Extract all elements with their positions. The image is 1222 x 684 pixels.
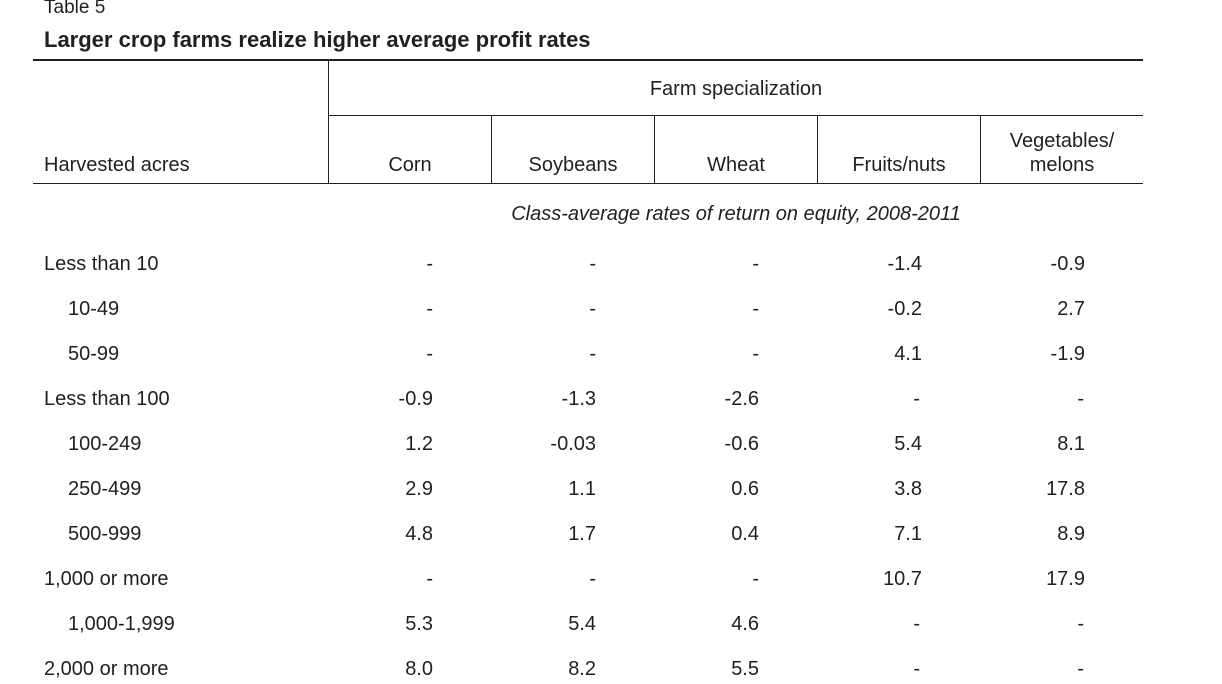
cell-soybeans: -1.3 bbox=[561, 388, 596, 410]
header-bottom-rule bbox=[33, 183, 1143, 184]
cell-soybeans: - bbox=[589, 568, 596, 590]
column-header-soybeans: Soybeans bbox=[528, 154, 618, 176]
cell-fruits-nuts: - bbox=[913, 658, 920, 680]
row-label: 1,000 or more bbox=[44, 568, 169, 590]
column-header-corn: Corn bbox=[388, 154, 432, 176]
cell-fruits-nuts: - bbox=[913, 613, 920, 635]
column-header-fruits-nuts: Fruits/nuts bbox=[852, 154, 946, 176]
spanner-header: Farm specialization bbox=[649, 78, 823, 100]
cell-wheat: - bbox=[752, 568, 759, 590]
cell-corn: 1.2 bbox=[405, 433, 433, 455]
column-divider-1 bbox=[491, 116, 492, 184]
table-row: 100-249 1.2 -0.03 -0.6 5.4 8.1 bbox=[0, 432, 1222, 456]
table-row: 500-999 4.8 1.7 0.4 7.1 8.9 bbox=[0, 522, 1222, 546]
table-subtitle: Class-average rates of return on equity,… bbox=[511, 203, 961, 225]
table-row: Less than 10 - - - -1.4 -0.9 bbox=[0, 252, 1222, 276]
stub-header: Harvested acres bbox=[44, 154, 190, 176]
table-row: 10-49 - - - -0.2 2.7 bbox=[0, 297, 1222, 321]
cell-corn: 5.3 bbox=[405, 613, 433, 635]
column-divider-stub bbox=[328, 60, 329, 184]
row-label: 1,000-1,999 bbox=[68, 613, 175, 635]
cell-fruits-nuts: 7.1 bbox=[894, 523, 922, 545]
cell-fruits-nuts: -1.4 bbox=[887, 253, 922, 275]
cell-fruits-nuts: -0.2 bbox=[887, 298, 922, 320]
cell-corn: -0.9 bbox=[398, 388, 433, 410]
cell-vegetables-melons: - bbox=[1077, 613, 1084, 635]
cell-vegetables-melons: 8.1 bbox=[1057, 433, 1085, 455]
cell-soybeans: 1.7 bbox=[568, 523, 596, 545]
column-header-vegetables-melons: Vegetables/ melons bbox=[1009, 130, 1115, 176]
column-divider-4 bbox=[980, 116, 981, 184]
cell-wheat: - bbox=[752, 343, 759, 365]
table-label: Table 5 bbox=[44, 0, 106, 18]
column-divider-3 bbox=[817, 116, 818, 184]
row-label: Less than 100 bbox=[44, 388, 170, 410]
cell-soybeans: -0.03 bbox=[550, 433, 596, 455]
column-header-wheat: Wheat bbox=[707, 154, 765, 176]
top-rule bbox=[33, 59, 1143, 61]
cell-vegetables-melons: -0.9 bbox=[1050, 253, 1085, 275]
cell-vegetables-melons: 2.7 bbox=[1057, 298, 1085, 320]
cell-vegetables-melons: 8.9 bbox=[1057, 523, 1085, 545]
cell-fruits-nuts: 5.4 bbox=[894, 433, 922, 455]
row-label: 100-249 bbox=[68, 433, 142, 455]
table-row: 1,000 or more - - - 10.7 17.9 bbox=[0, 567, 1222, 591]
cell-wheat: -2.6 bbox=[724, 388, 759, 410]
cell-fruits-nuts: - bbox=[913, 388, 920, 410]
cell-corn: 2.9 bbox=[405, 478, 433, 500]
cell-fruits-nuts: 4.1 bbox=[894, 343, 922, 365]
cell-soybeans: 8.2 bbox=[568, 658, 596, 680]
cell-vegetables-melons: - bbox=[1077, 658, 1084, 680]
cell-corn: 8.0 bbox=[405, 658, 433, 680]
table-title: Larger crop farms realize higher average… bbox=[44, 27, 591, 52]
cell-wheat: 5.5 bbox=[731, 658, 759, 680]
cell-wheat: - bbox=[752, 253, 759, 275]
column-divider-2 bbox=[654, 116, 655, 184]
cell-wheat: 0.6 bbox=[731, 478, 759, 500]
row-label: 250-499 bbox=[68, 478, 142, 500]
cell-vegetables-melons: - bbox=[1077, 388, 1084, 410]
spanner-rule bbox=[329, 115, 1143, 116]
cell-soybeans: - bbox=[589, 298, 596, 320]
table-row: 250-499 2.9 1.1 0.6 3.8 17.8 bbox=[0, 477, 1222, 501]
row-label: 500-999 bbox=[68, 523, 142, 545]
row-label: 2,000 or more bbox=[44, 658, 169, 680]
cell-soybeans: 1.1 bbox=[568, 478, 596, 500]
row-label: 10-49 bbox=[68, 298, 120, 320]
cell-fruits-nuts: 3.8 bbox=[894, 478, 922, 500]
cell-fruits-nuts: 10.7 bbox=[883, 568, 922, 590]
cell-wheat: -0.6 bbox=[724, 433, 759, 455]
table-row: Less than 100 -0.9 -1.3 -2.6 - - bbox=[0, 387, 1222, 411]
cell-corn: - bbox=[426, 253, 433, 275]
cell-soybeans: - bbox=[589, 343, 596, 365]
table-row: 50-99 - - - 4.1 -1.9 bbox=[0, 342, 1222, 366]
cell-corn: - bbox=[426, 343, 433, 365]
cell-vegetables-melons: 17.8 bbox=[1046, 478, 1085, 500]
cell-wheat: 4.6 bbox=[731, 613, 759, 635]
cell-wheat: - bbox=[752, 298, 759, 320]
cell-wheat: 0.4 bbox=[731, 523, 759, 545]
cell-corn: 4.8 bbox=[405, 523, 433, 545]
cell-vegetables-melons: -1.9 bbox=[1050, 343, 1085, 365]
table-row: 1,000-1,999 5.3 5.4 4.6 - - bbox=[0, 612, 1222, 636]
cell-corn: - bbox=[426, 298, 433, 320]
cell-vegetables-melons: 17.9 bbox=[1046, 568, 1085, 590]
cell-soybeans: 5.4 bbox=[568, 613, 596, 635]
cell-corn: - bbox=[426, 568, 433, 590]
row-label: Less than 10 bbox=[44, 253, 159, 275]
table-row: 2,000 or more 8.0 8.2 5.5 - - bbox=[0, 657, 1222, 681]
cell-soybeans: - bbox=[589, 253, 596, 275]
row-label: 50-99 bbox=[68, 343, 120, 365]
